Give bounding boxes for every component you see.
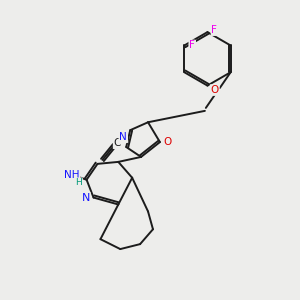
- Text: O: O: [164, 137, 172, 147]
- Text: NH: NH: [64, 170, 80, 180]
- Text: N: N: [81, 193, 90, 202]
- Text: O: O: [211, 85, 219, 95]
- Text: C: C: [114, 138, 121, 148]
- Text: N: N: [119, 132, 127, 142]
- Text: F: F: [212, 25, 217, 35]
- Text: F: F: [189, 40, 195, 50]
- Text: H: H: [75, 178, 82, 187]
